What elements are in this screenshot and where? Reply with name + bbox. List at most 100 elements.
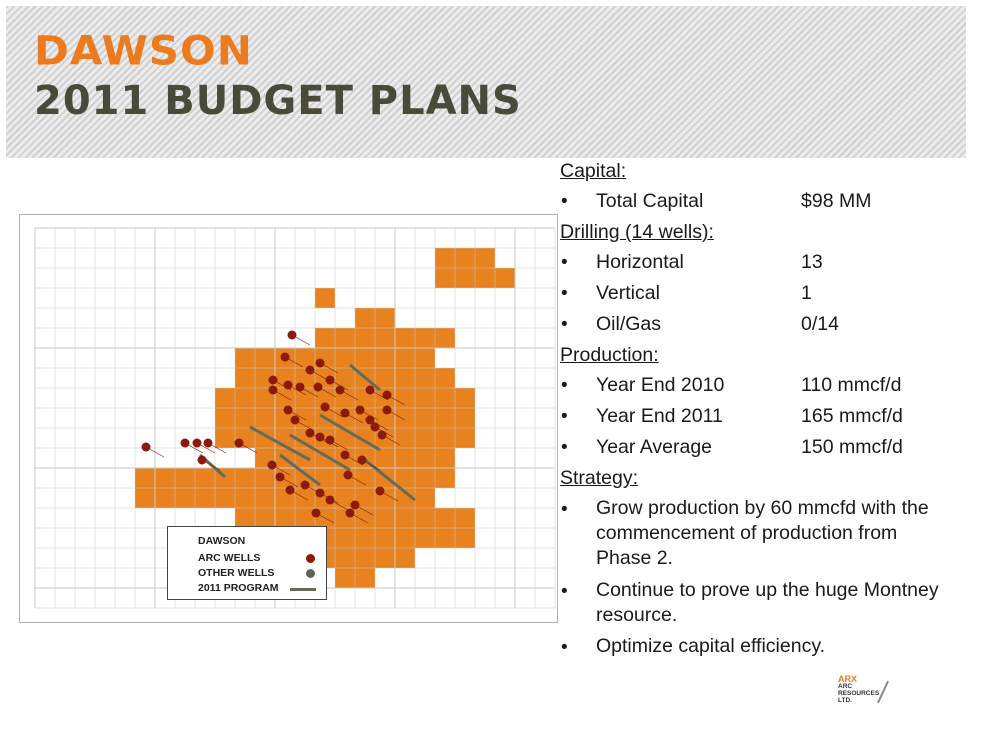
arc-well: [283, 380, 293, 390]
land-parcel: [455, 268, 475, 288]
arc-well: [343, 470, 353, 480]
bullet: •: [561, 637, 568, 658]
land-parcel: [355, 508, 375, 528]
land-parcel: [415, 528, 435, 548]
arc-well: [234, 438, 244, 448]
year-end-2011-value: 165 mmcf/d: [801, 405, 903, 427]
bullet: •: [561, 437, 568, 458]
land-parcel: [175, 488, 195, 508]
land-parcel: [255, 508, 275, 528]
land-parcel: [175, 468, 195, 488]
land-parcel: [495, 268, 515, 288]
year-average-label: Year Average: [596, 436, 713, 458]
land-parcel: [435, 408, 455, 428]
bullet: •: [561, 581, 568, 602]
land-parcel: [415, 428, 435, 448]
land-parcel: [415, 468, 435, 488]
bullet: •: [561, 375, 568, 396]
land-parcel: [295, 388, 315, 408]
land-parcel: [235, 508, 255, 528]
land-parcel: [235, 388, 255, 408]
land-parcel: [435, 428, 455, 448]
arc-well: [268, 375, 278, 385]
land-parcel: [235, 368, 255, 388]
arc-well: [283, 405, 293, 415]
arc-well: [325, 435, 335, 445]
strategy-item-2: Continue to prove up the huge Montney re…: [596, 579, 939, 626]
arc-well: [340, 408, 350, 418]
land-parcel: [435, 368, 455, 388]
land-parcel: [395, 488, 415, 508]
land-parcel: [435, 468, 455, 488]
oil-gas-value: 0/14: [801, 313, 839, 335]
land-parcel: [375, 528, 395, 548]
arc-well: [268, 385, 278, 395]
arc-well: [365, 385, 375, 395]
land-parcel: [375, 328, 395, 348]
other-well-swatch: [306, 569, 315, 578]
land-parcel: [135, 468, 155, 488]
year-end-2010-value: 110 mmcf/d: [801, 374, 902, 396]
land-parcel: [435, 328, 455, 348]
arc-well: [287, 330, 297, 340]
strategy-item-3: Optimize capital efficiency.: [596, 635, 826, 657]
bullet: •: [561, 499, 568, 520]
vertical-value: 1: [801, 282, 812, 304]
land-parcel: [395, 368, 415, 388]
land-parcel: [415, 328, 435, 348]
land-parcel: [195, 488, 215, 508]
land-parcel: [155, 488, 175, 508]
land-parcel: [275, 388, 295, 408]
program-line: [319, 413, 381, 452]
year-average-value: 150 mmcf/d: [801, 436, 903, 458]
land-parcel: [255, 468, 275, 488]
arc-well-swatch: [306, 554, 315, 563]
land-parcel: [335, 328, 355, 348]
land-parcel: [335, 408, 355, 428]
land-parcel: [395, 408, 415, 428]
land-parcel: [415, 348, 435, 368]
land-parcel: [375, 368, 395, 388]
program-line: [349, 363, 381, 392]
land-parcel: [455, 408, 475, 428]
arc-well: [355, 405, 365, 415]
land-parcel: [435, 248, 455, 268]
program-line: [289, 433, 351, 472]
land-parcel: [295, 508, 315, 528]
legend-2011-program: 2011 PROGRAM: [198, 582, 279, 594]
arc-well: [365, 415, 375, 425]
land-parcel: [435, 268, 455, 288]
land-parcel: [215, 488, 235, 508]
land-parcel: [415, 368, 435, 388]
land-parcel: [215, 388, 235, 408]
land-parcel: [335, 488, 355, 508]
legend-arc-wells: ARC WELLS: [198, 552, 261, 564]
land-parcel: [395, 448, 415, 468]
year-end-2011-label: Year End 2011: [596, 405, 723, 427]
land-parcel: [455, 388, 475, 408]
land-parcel: [335, 528, 355, 548]
total-capital-label: Total Capital: [596, 190, 704, 212]
legend-other-wells: OTHER WELLS: [198, 567, 275, 579]
land-parcel: [255, 408, 275, 428]
arc-well: [320, 402, 330, 412]
land-parcel: [355, 568, 375, 588]
vertical-label: Vertical: [596, 282, 660, 304]
arc-well: [325, 375, 335, 385]
arc-well: [192, 438, 202, 448]
arc-well: [141, 442, 151, 452]
land-parcel: [415, 508, 435, 528]
program-line: [249, 425, 311, 462]
arc-well: [382, 405, 392, 415]
arc-resources-logo: ARX ARC RESOURCES LTD.: [838, 674, 898, 708]
legend-title: DAWSON: [198, 535, 246, 547]
land-parcel: [235, 408, 255, 428]
land-parcel: [375, 448, 395, 468]
land-parcel: [295, 348, 315, 368]
program-line: [279, 453, 321, 487]
bullet: •: [561, 252, 568, 273]
land-parcel: [395, 428, 415, 448]
arc-well: [325, 495, 335, 505]
arc-well: [377, 430, 387, 440]
arc-well: [315, 358, 325, 368]
